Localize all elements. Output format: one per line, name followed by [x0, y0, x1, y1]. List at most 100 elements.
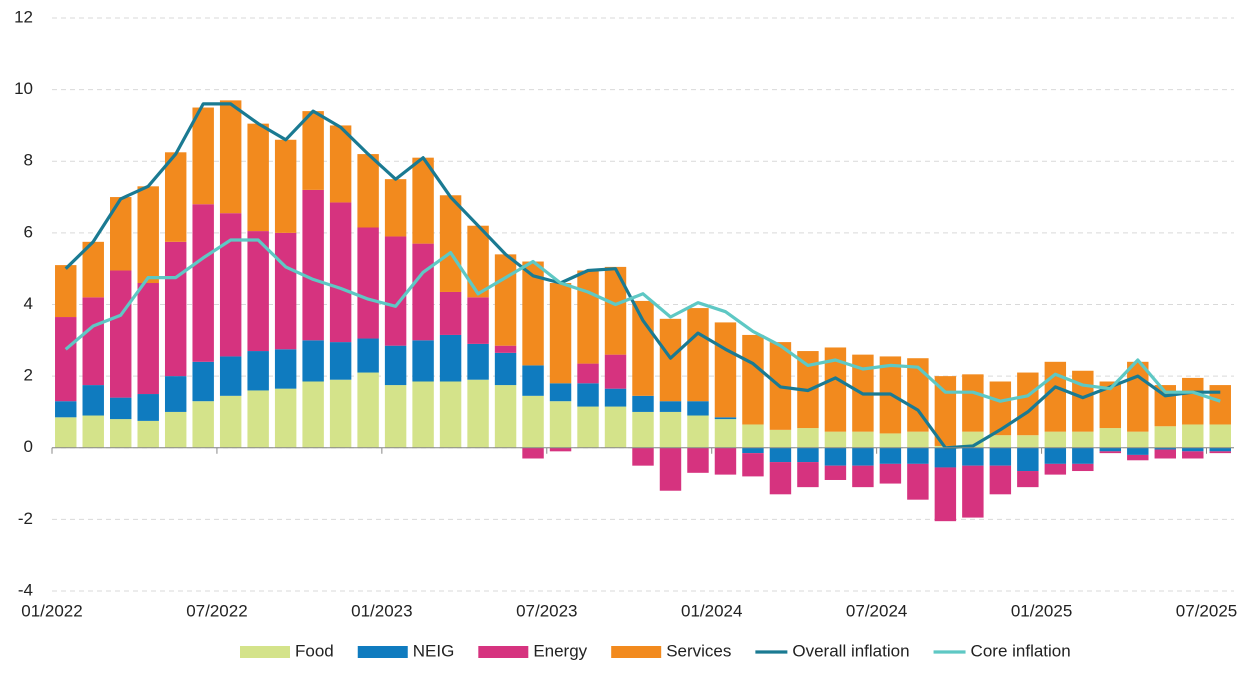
bar-segment [247, 123, 269, 232]
x-tick-label: 07/2022 [186, 601, 247, 620]
bar-segment [1099, 381, 1122, 429]
bar-segment [192, 204, 214, 362]
bar-segment [714, 417, 737, 420]
bar-segment [302, 189, 324, 341]
y-tick-label: 4 [24, 294, 33, 313]
bar-segment [742, 447, 764, 454]
bar-segment [467, 225, 489, 298]
bar-segment [357, 372, 379, 448]
bar-segment [274, 232, 297, 350]
bar-segment [632, 395, 654, 412]
bar-segment [1099, 451, 1122, 454]
bar-segment [137, 283, 159, 395]
bar-segment [494, 345, 517, 353]
bar-segment [494, 352, 517, 386]
bar-segment [852, 447, 874, 466]
bar-segment [852, 431, 874, 448]
bar-segment [907, 447, 929, 464]
bar-segment [989, 465, 1012, 495]
bar-segment [439, 334, 462, 382]
bar-segment [577, 363, 599, 384]
bar-segment [329, 379, 352, 448]
bar-segment [55, 265, 77, 318]
bar-segment [110, 397, 132, 420]
bar-segment [989, 381, 1012, 436]
x-tick-label: 01/2023 [351, 601, 412, 620]
bar-segment [110, 197, 132, 271]
bar-segment [164, 152, 187, 242]
bar-segment [1209, 451, 1231, 454]
bar-segment [632, 411, 654, 448]
bar-segment [302, 111, 324, 190]
bar-segment [824, 347, 847, 432]
bar-segment [1044, 431, 1067, 448]
bar-segment [962, 374, 984, 432]
bar-segment [55, 317, 77, 402]
bar-segment [412, 243, 434, 341]
bar-segment [1072, 431, 1094, 448]
legend-label: NEIG [413, 641, 455, 660]
legend: Food NEIG Energy Services Overall inflation C… [240, 641, 1071, 660]
bar-segment [769, 447, 792, 463]
bar-segment [549, 283, 572, 384]
bar-segment [1017, 372, 1039, 436]
bar-segment [687, 415, 709, 448]
bar-segment [164, 376, 187, 412]
y-tick-label: 2 [24, 366, 33, 385]
bar-segment [110, 270, 132, 398]
bar-segment [1127, 454, 1149, 461]
y-tick-label: -2 [18, 509, 33, 528]
bar-segment [1072, 370, 1094, 432]
bar-segment [797, 462, 819, 488]
bar-segment [247, 351, 269, 391]
x-tick-label: 01/2022 [21, 601, 82, 620]
bar-segment [137, 420, 159, 448]
bar-segment [742, 424, 764, 448]
bar-segment [1209, 447, 1231, 452]
bar-segment [962, 465, 984, 518]
bar-segment [82, 241, 104, 298]
legend-label: Food [295, 641, 334, 660]
x-tick-label: 07/2024 [846, 601, 907, 620]
bar-segment [1072, 463, 1094, 472]
bar-segment [55, 401, 77, 418]
bar-segment [82, 385, 104, 416]
bar-segment [1044, 463, 1067, 475]
bar-segment [962, 447, 984, 466]
bar-segment [769, 462, 792, 495]
bar-segment [549, 383, 572, 402]
bar-segment [604, 354, 627, 389]
bar-segment [192, 401, 214, 448]
legend-label: Services [666, 641, 731, 660]
bar-segment [164, 411, 187, 448]
bar-segment [467, 379, 489, 448]
bar-segment [137, 186, 159, 284]
bar-segment [1182, 424, 1204, 448]
bar-segment [879, 447, 902, 464]
bar-segment [219, 395, 242, 448]
bar-segment [1127, 431, 1149, 448]
bar-segment [632, 300, 654, 396]
bar-segment [329, 125, 352, 203]
bar-segment [384, 179, 407, 237]
bar-segment [604, 406, 627, 448]
bar-segment [934, 447, 957, 468]
bar-segment [522, 395, 544, 448]
bar-segment [1127, 361, 1149, 432]
bar-segment [247, 390, 269, 448]
legend-label: Energy [533, 641, 587, 660]
bar-segment [137, 394, 159, 421]
bar-segment [1044, 447, 1067, 464]
bar-segment [1182, 377, 1204, 425]
bar-segment [384, 236, 407, 346]
bar-segment [907, 358, 929, 432]
bar-segment [164, 241, 187, 377]
bar-segment [192, 361, 214, 402]
legend-swatch [478, 646, 529, 658]
bar-segment [549, 447, 572, 452]
bar-segment [1017, 447, 1039, 472]
bar-segment [1127, 447, 1149, 455]
bar-segment [659, 411, 682, 448]
y-tick-label: 12 [14, 7, 33, 26]
